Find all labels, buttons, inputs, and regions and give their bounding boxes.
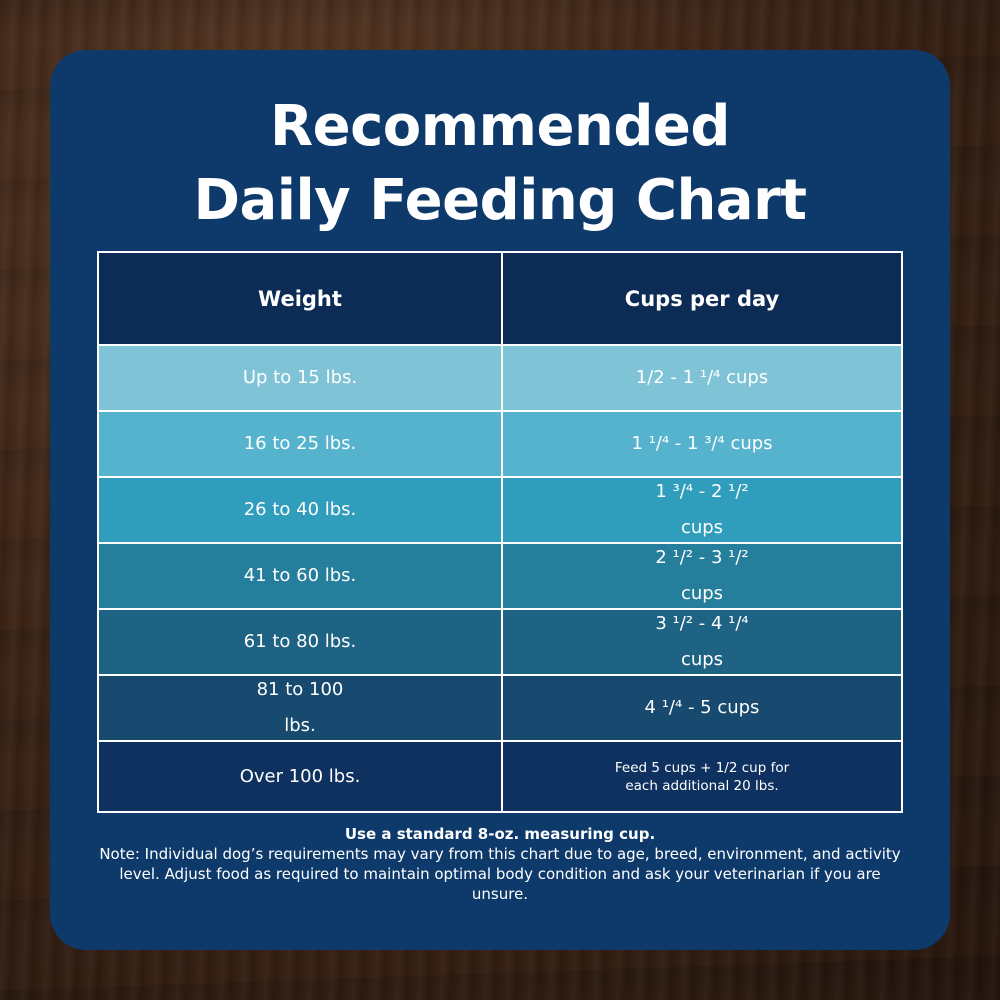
weight-cell: 26 to 40 lbs.	[243, 499, 357, 520]
cups-cell: 1 ³/⁴ - 2 ¹/² cups	[655, 481, 749, 538]
header-weight: Weight	[258, 286, 342, 311]
weight-cell: Over 100 lbs.	[239, 765, 361, 787]
table-row: 41 to 60 lbs. 2 ¹/² - 3 ¹/² cups	[99, 544, 901, 610]
cups-cell: 2 ¹/² - 3 ¹/² cups	[655, 547, 749, 604]
measuring-cup-note: Use a standard 8-oz. measuring cup.	[344, 825, 656, 843]
column-divider	[501, 253, 503, 811]
title-line-2: Daily Feeding Chart	[193, 168, 807, 233]
table-row: 61 to 80 lbs. 3 ¹/² - 4 ¹/⁴ cups	[99, 610, 901, 676]
weight-cell: 16 to 25 lbs.	[243, 433, 357, 454]
cups-cell: 3 ¹/² - 4 ¹/⁴ cups	[655, 613, 749, 670]
table-row: Over 100 lbs. Feed 5 cups + 1/2 cup for …	[99, 742, 901, 813]
weight-cell: 81 to 100 lbs.	[256, 679, 344, 736]
header-cups-per-day: Cups per day	[624, 286, 780, 311]
weight-cell: 41 to 60 lbs.	[243, 565, 357, 586]
cups-cell: Feed 5 cups + 1/2 cup for each additiona…	[614, 759, 790, 794]
table-row: 16 to 25 lbs. 1 ¹/⁴ - 1 ³/⁴ cups	[99, 412, 901, 478]
table-header-row: Weight Cups per day	[99, 253, 901, 346]
cups-cell: 1 ¹/⁴ - 1 ³/⁴ cups	[631, 433, 773, 454]
title-line-1: Recommended	[270, 94, 730, 159]
weight-cell: Up to 15 lbs.	[242, 367, 358, 388]
cups-cell: 1/2 - 1 ¹/⁴ cups	[635, 367, 769, 388]
weight-cell: 61 to 80 lbs.	[243, 631, 357, 652]
chart-title: Recommended Daily Feeding Chart	[50, 90, 950, 238]
feeding-chart-card: Recommended Daily Feeding Chart Weight C…	[50, 50, 950, 950]
disclaimer-text: Note: Individual dog’s requirements may …	[99, 845, 901, 903]
table-row: Up to 15 lbs. 1/2 - 1 ¹/⁴ cups	[99, 346, 901, 412]
table-row: 81 to 100 lbs. 4 ¹/⁴ - 5 cups	[99, 676, 901, 742]
footer-note: Use a standard 8-oz. measuring cup. Note…	[90, 824, 910, 904]
cups-cell: 4 ¹/⁴ - 5 cups	[644, 697, 760, 718]
table-row: 26 to 40 lbs. 1 ³/⁴ - 2 ¹/² cups	[99, 478, 901, 544]
feeding-table: Weight Cups per day Up to 15 lbs. 1/2 - …	[97, 251, 903, 813]
